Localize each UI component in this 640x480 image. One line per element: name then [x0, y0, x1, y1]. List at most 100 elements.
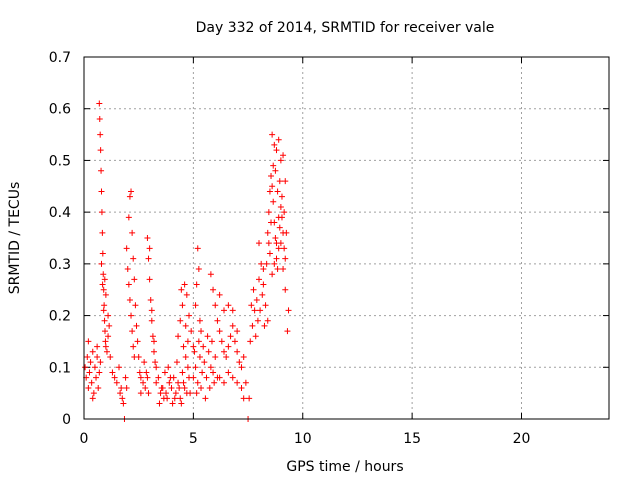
data-point: [246, 395, 253, 402]
data-point: [144, 374, 151, 381]
data-point: [137, 390, 144, 397]
data-point: [251, 307, 258, 314]
data-point: [118, 384, 125, 391]
data-point: [273, 255, 280, 262]
data-point: [238, 364, 245, 371]
x-tick-label: 15: [403, 431, 421, 447]
x-tick-label: 5: [189, 431, 198, 447]
data-point: [94, 343, 101, 350]
chart-title: Day 332 of 2014, SRMTID for receiver val…: [196, 20, 495, 36]
y-tick-label: 0.4: [49, 205, 71, 221]
data-point: [124, 266, 131, 273]
data-point: [129, 328, 136, 335]
data-point: [190, 374, 197, 381]
data-point: [192, 302, 199, 309]
data-point: [269, 183, 276, 190]
data-point: [275, 214, 282, 221]
data-point: [97, 359, 104, 366]
data-point: [200, 343, 207, 350]
data-point: [117, 390, 124, 397]
data-point: [276, 224, 283, 231]
data-point: [93, 374, 100, 381]
data-point: [229, 374, 236, 381]
data-point: [109, 369, 116, 376]
data-point: [169, 400, 176, 407]
data-point: [99, 229, 106, 236]
data-point: [125, 281, 132, 288]
data-point: [260, 266, 267, 273]
data-point: [179, 369, 186, 376]
data-point: [182, 322, 189, 329]
data-point: [256, 240, 262, 247]
data-point: [178, 286, 185, 293]
data-point: [198, 328, 205, 335]
data-point: [101, 276, 108, 283]
data-point: [208, 338, 215, 345]
data-point: [96, 116, 103, 123]
data-point: [212, 353, 219, 360]
x-tick-labels: 0 5 10 15 20: [80, 431, 531, 447]
data-point: [199, 369, 206, 376]
y-tick-label: 0.7: [49, 50, 71, 66]
data-point: [275, 136, 282, 143]
data-point: [107, 353, 114, 360]
data-point: [160, 395, 167, 402]
data-point: [100, 307, 107, 314]
data-point: [166, 379, 173, 386]
data-point: [190, 343, 197, 350]
data-point: [111, 374, 118, 381]
data-point: [266, 188, 273, 195]
data-point: [153, 364, 160, 371]
data-point: [216, 328, 223, 335]
data-point: [136, 369, 143, 376]
data-point: [130, 255, 137, 262]
data-point: [229, 307, 236, 314]
data-point: [210, 286, 217, 293]
data-point: [105, 312, 112, 319]
data-point: [207, 364, 214, 371]
data-point: [282, 178, 289, 185]
data-point: [171, 395, 178, 402]
data-point: [102, 291, 109, 298]
data-point: [179, 302, 186, 309]
data-point: [175, 333, 182, 340]
data-point: [268, 219, 275, 226]
data-point: [240, 395, 247, 402]
data-point: [101, 302, 108, 309]
data-point: [122, 374, 129, 381]
data-point: [87, 359, 94, 366]
data-point: [269, 131, 276, 138]
data-point: [240, 353, 247, 360]
data-point: [271, 141, 278, 148]
data-point: [146, 276, 153, 283]
data-point: [102, 328, 108, 335]
x-axis-label: GPS time / hours: [286, 459, 403, 475]
data-point: [277, 240, 284, 247]
data-point: [253, 297, 260, 304]
data-point: [221, 348, 227, 355]
data-point: [135, 353, 142, 360]
data-point: [155, 374, 162, 381]
data-point: [105, 333, 112, 340]
data-point: [193, 281, 200, 288]
y-tick-label: 0.5: [49, 153, 71, 169]
data-point: [152, 359, 159, 366]
data-point: [210, 369, 217, 376]
data-point: [198, 384, 205, 391]
data-point: [95, 384, 102, 391]
data-point: [137, 374, 144, 381]
data-point: [282, 286, 289, 293]
data-point: [176, 384, 183, 391]
data-point: [264, 229, 271, 236]
data-point: [147, 297, 154, 304]
y-axis-label: SRMTID / TECUs: [7, 182, 23, 295]
data-point: [102, 343, 109, 350]
data-point: [272, 167, 279, 174]
y-tick-label: 0.6: [49, 102, 71, 118]
data-point: [264, 317, 271, 324]
data-point: [271, 260, 278, 267]
data-point: [165, 364, 172, 371]
data-point: [180, 343, 187, 350]
x-tick-label: 20: [513, 431, 531, 447]
